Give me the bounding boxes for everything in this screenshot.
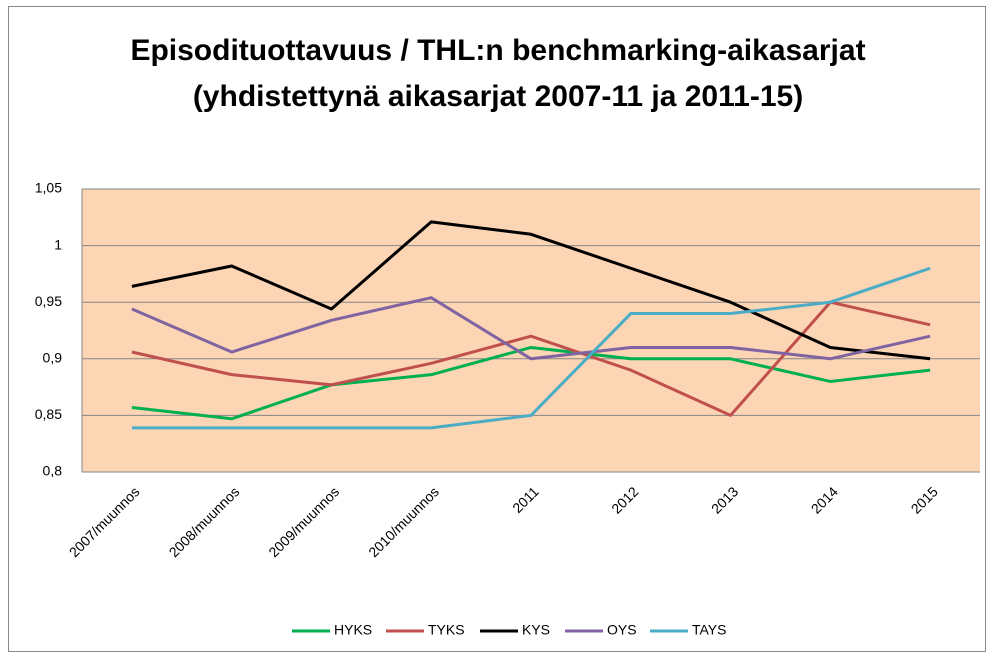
series-line xyxy=(131,220,931,361)
chart-title: Episodituottavuus / THL:n benchmarking-a… xyxy=(130,34,866,113)
x-tick-label: 2011 xyxy=(509,483,542,516)
x-tick-label: 2015 xyxy=(908,483,941,516)
legend-label: TAYS xyxy=(692,622,727,638)
chart-frame xyxy=(8,6,986,652)
x-tick-label: 2013 xyxy=(708,483,741,516)
x-tick-label: 2009/muunnos xyxy=(265,483,342,560)
x-tick-label: 2010/muunnos xyxy=(365,483,442,560)
series-line xyxy=(131,296,931,361)
y-tick-label: 0,85 xyxy=(35,406,62,422)
y-tick-label: 0,95 xyxy=(35,293,62,309)
x-tick-label: 2014 xyxy=(808,483,841,516)
x-tick-label: 2008/muunnos xyxy=(166,483,243,560)
legend-label: TYKS xyxy=(428,622,465,638)
x-tick-label: 2012 xyxy=(608,483,641,516)
y-tick-label: 1,05 xyxy=(35,180,62,196)
series-line xyxy=(131,266,931,430)
legend-label: OYS xyxy=(607,622,637,638)
legend-label: HYKS xyxy=(334,622,372,638)
x-tick-label: 2007/muunnos xyxy=(66,483,143,560)
series-line xyxy=(131,300,931,417)
y-tick-label: 0,8 xyxy=(43,463,63,479)
y-tick-label: 0,9 xyxy=(43,350,63,366)
y-tick-label: 1 xyxy=(54,236,62,252)
plot-background xyxy=(82,189,980,472)
series-line xyxy=(131,345,931,421)
legend-label: KYS xyxy=(522,622,550,638)
